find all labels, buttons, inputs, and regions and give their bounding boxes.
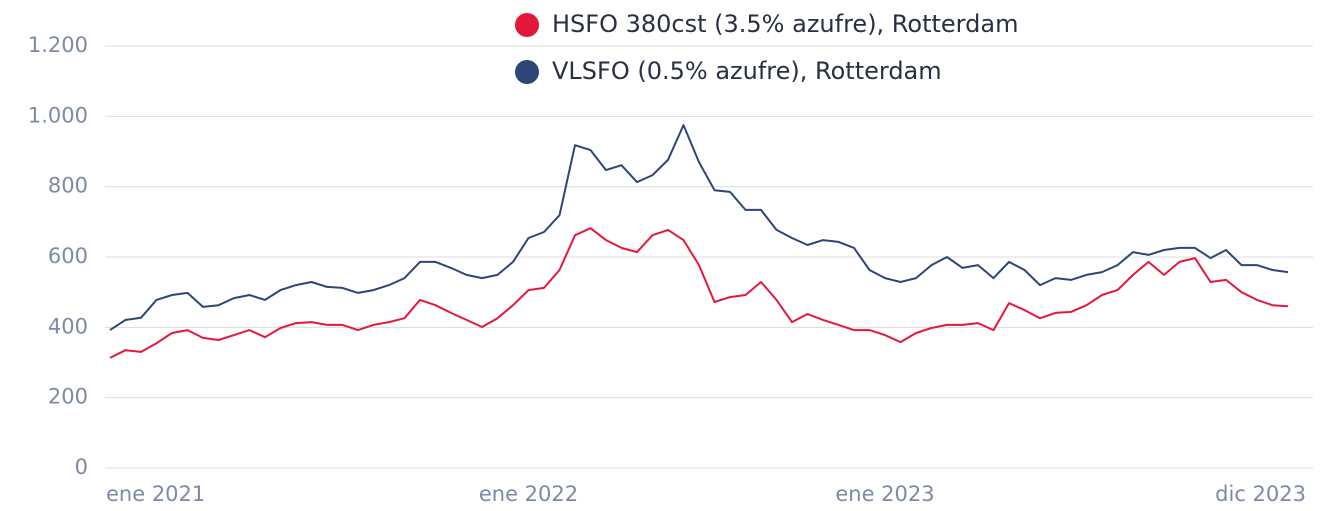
x-tick-label: ene 2023 xyxy=(835,482,934,506)
legend-label: HSFO 380cst (3.5% azufre), Rotterdam xyxy=(552,10,1018,38)
y-tick-label: 0 xyxy=(75,455,88,479)
series-line xyxy=(109,227,1289,359)
y-tick-label: 200 xyxy=(48,385,88,409)
y-tick-label: 1.200 xyxy=(28,33,88,57)
x-tick-label: dic 2023 xyxy=(1215,482,1306,506)
x-tick-label: ene 2021 xyxy=(106,482,205,506)
series-line xyxy=(109,124,1289,331)
legend-label: VLSFO (0.5% azufre), Rotterdam xyxy=(552,57,942,85)
y-tick-label: 600 xyxy=(48,244,88,268)
y-tick-label: 1.000 xyxy=(28,103,88,127)
y-tick-label: 400 xyxy=(48,314,88,338)
legend-marker xyxy=(515,13,539,37)
x-tick-label: ene 2022 xyxy=(479,482,578,506)
legend-marker xyxy=(515,60,539,84)
y-tick-label: 800 xyxy=(48,174,88,198)
